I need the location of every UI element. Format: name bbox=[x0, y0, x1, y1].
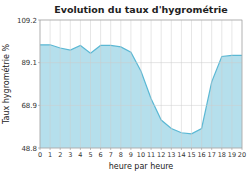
tick bbox=[181, 148, 182, 150]
tick bbox=[70, 148, 71, 150]
tick bbox=[221, 148, 222, 150]
tick bbox=[201, 148, 202, 150]
grid-line bbox=[151, 20, 152, 148]
tick bbox=[141, 148, 142, 150]
tick-label: 18 bbox=[218, 151, 226, 159]
tick-label: 8 bbox=[119, 151, 123, 159]
tick bbox=[130, 148, 131, 150]
axis-label: heure par heure bbox=[109, 162, 174, 171]
grid-line bbox=[211, 20, 212, 148]
tick-label: 7 bbox=[109, 151, 113, 159]
grid-line bbox=[231, 20, 232, 148]
tick-label: 15 bbox=[187, 151, 195, 159]
tick-label: 13 bbox=[167, 151, 175, 159]
tick bbox=[231, 148, 232, 150]
grid-line bbox=[201, 20, 202, 148]
tick-label: 17 bbox=[208, 151, 216, 159]
grid-line bbox=[90, 20, 91, 148]
grid-line bbox=[60, 20, 61, 148]
tick bbox=[171, 148, 172, 150]
axis-label: Taux hygrométrie % bbox=[1, 44, 11, 126]
tick-label: 5 bbox=[88, 151, 92, 159]
tick-label: 11 bbox=[147, 151, 155, 159]
tick bbox=[50, 148, 51, 150]
grid bbox=[40, 20, 242, 148]
tick bbox=[211, 148, 212, 150]
tick-label: 12 bbox=[157, 151, 165, 159]
tick bbox=[38, 20, 40, 21]
tick bbox=[60, 148, 61, 150]
grid-line bbox=[130, 20, 131, 148]
tick bbox=[151, 148, 152, 150]
tick-label: 1 bbox=[48, 151, 52, 159]
tick-label: 68.9 bbox=[21, 102, 37, 110]
tick-label: 89.1 bbox=[21, 59, 37, 67]
tick-label: 109.2 bbox=[17, 17, 37, 25]
grid-line bbox=[100, 20, 101, 148]
title: Evolution du taux d'hygrométrie bbox=[54, 4, 228, 15]
tick bbox=[161, 148, 162, 150]
tick bbox=[40, 148, 41, 150]
tick bbox=[191, 148, 192, 150]
tick-label: 3 bbox=[68, 151, 72, 159]
tick bbox=[90, 148, 91, 150]
chart: 48.868.989.1109.201234567891011121314151… bbox=[0, 0, 250, 188]
grid-line bbox=[171, 20, 172, 148]
grid-line bbox=[80, 20, 81, 148]
grid-line bbox=[191, 20, 192, 148]
tick-label: 9 bbox=[129, 151, 133, 159]
tick-label: 48.8 bbox=[21, 145, 37, 153]
tick-label: 20 bbox=[238, 151, 246, 159]
tick bbox=[38, 62, 40, 63]
grid-line bbox=[181, 20, 182, 148]
grid-line bbox=[221, 20, 222, 148]
tick-label: 2 bbox=[58, 151, 62, 159]
grid-line bbox=[50, 20, 51, 148]
plot-frame bbox=[40, 20, 242, 148]
plot-area bbox=[40, 20, 242, 148]
grid-line bbox=[161, 20, 162, 148]
tick-label: 14 bbox=[177, 151, 185, 159]
tick bbox=[100, 148, 101, 150]
grid-line bbox=[120, 20, 121, 148]
tick bbox=[242, 148, 243, 150]
grid-line bbox=[70, 20, 71, 148]
tick-label: 19 bbox=[228, 151, 236, 159]
grid-line bbox=[141, 20, 142, 148]
tick bbox=[80, 148, 81, 150]
tick bbox=[38, 105, 40, 106]
tick-label: 0 bbox=[38, 151, 42, 159]
tick-label: 4 bbox=[78, 151, 82, 159]
grid-line bbox=[110, 20, 111, 148]
tick-label: 10 bbox=[137, 151, 145, 159]
tick bbox=[110, 148, 111, 150]
tick bbox=[120, 148, 121, 150]
tick-label: 6 bbox=[99, 151, 103, 159]
tick-label: 16 bbox=[197, 151, 205, 159]
